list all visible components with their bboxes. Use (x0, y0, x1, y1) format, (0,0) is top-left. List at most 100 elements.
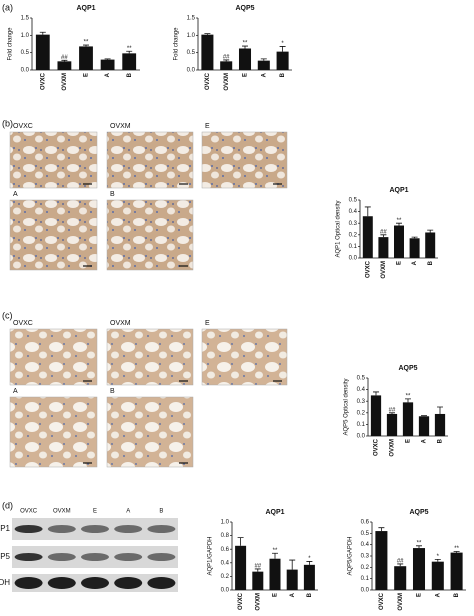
y-tick-label: 0.5 (21, 50, 30, 56)
blot-band (114, 553, 143, 561)
y-tick-label: 0.3 (357, 399, 366, 405)
significance-mark: ** (127, 46, 132, 52)
x-tick-label: B (280, 72, 286, 77)
y-axis-label: Fold change (8, 27, 14, 61)
significance-mark: ## (389, 407, 396, 413)
bar (375, 531, 388, 590)
y-tick-label: 0.6 (221, 547, 230, 553)
error-bar (126, 50, 133, 54)
bar (409, 238, 420, 258)
blot-band (47, 577, 76, 589)
error-bar (61, 59, 68, 62)
x-tick-label: OVXC (374, 438, 380, 456)
bar (235, 545, 247, 590)
error-bar (83, 44, 89, 47)
x-tick-label: E (406, 439, 412, 443)
bar (362, 216, 373, 258)
image-label: E (205, 320, 210, 327)
error-bar (389, 412, 395, 414)
blot-band (47, 553, 76, 561)
blot-row-label: GAPDH (0, 578, 10, 587)
bar (370, 395, 382, 436)
y-tick-label: 0.4 (221, 560, 230, 566)
significance-mark: ** (273, 548, 278, 554)
y-tick-label: 1.5 (21, 16, 30, 22)
error-bar (279, 46, 286, 52)
blot-lane-label: B (159, 509, 163, 515)
error-bar (405, 398, 411, 403)
error-bar (204, 33, 211, 35)
error-bar (364, 206, 371, 217)
y-tick-label: 0.2 (349, 232, 358, 238)
x-tick-label: OVXC (365, 260, 371, 278)
bar (238, 48, 252, 70)
image-label: A (13, 388, 18, 395)
blot-row-label: AQP1 (0, 524, 11, 533)
blot-band (14, 525, 43, 533)
blot-lane-label: OVXC (20, 509, 38, 515)
bar (378, 237, 389, 258)
bar (252, 571, 264, 590)
x-tick-label: B (307, 592, 313, 597)
blot-lane-label: E (93, 509, 97, 515)
x-tick-label: OVXC (40, 72, 46, 90)
blot-band (14, 577, 43, 589)
bar (412, 548, 426, 590)
bar (394, 225, 404, 258)
y-tick-label: 0.0 (21, 68, 30, 74)
error-bar (453, 551, 460, 553)
significance-mark: ## (380, 229, 387, 235)
y-tick-label: 0.0 (187, 68, 196, 74)
x-tick-label: A (412, 260, 418, 265)
x-tick-label: A (261, 72, 267, 77)
chart-title: AQP1 (389, 187, 408, 194)
x-tick-label: E (243, 73, 249, 77)
x-tick-label: OVXM (62, 73, 68, 91)
micrograph (106, 199, 194, 271)
y-tick-label: 0.3 (361, 554, 370, 560)
image-label: B (110, 388, 115, 395)
bar (100, 59, 115, 70)
error-bar (397, 563, 404, 567)
x-tick-label: E (84, 73, 90, 77)
panel-label: (c) (2, 310, 13, 320)
micrograph (201, 131, 288, 189)
error-bar (237, 537, 244, 546)
bar (201, 34, 214, 70)
micrograph (9, 328, 98, 386)
y-axis-label: AQP5 Optical density (344, 378, 350, 435)
blot-band (147, 553, 176, 561)
error-bar (380, 234, 387, 238)
error-bar (434, 559, 441, 562)
y-tick-label: 1.5 (187, 16, 196, 22)
image-label: OVXM (110, 123, 131, 130)
blot-row-label: AQP5 (0, 552, 11, 561)
micrograph (9, 199, 98, 271)
image-label: OVXC (13, 320, 33, 327)
error-bar (437, 406, 443, 414)
error-bar (396, 222, 402, 226)
significance-mark: ** (454, 546, 459, 552)
error-bar (421, 415, 427, 417)
blot-band (81, 525, 109, 533)
x-tick-label: A (290, 592, 296, 597)
image-label: B (110, 191, 115, 198)
error-bar (378, 527, 385, 532)
chart-title: AQP5 (409, 509, 428, 516)
x-tick-label: OVXM (224, 73, 230, 91)
y-tick-label: 0.5 (187, 50, 196, 56)
bar (35, 34, 50, 70)
y-tick-label: 1.0 (21, 33, 30, 39)
x-tick-label: B (127, 72, 133, 77)
chart-title: AQP5 (398, 365, 417, 372)
x-tick-label: OVXC (379, 592, 385, 610)
y-axis-label: Fold change (174, 27, 180, 61)
bar (286, 569, 298, 590)
micrograph (106, 328, 194, 386)
y-tick-label: 0.2 (357, 410, 366, 416)
x-tick-label: OVXM (390, 439, 396, 457)
y-tick-label: 0.8 (221, 533, 230, 539)
blot-band (114, 525, 143, 533)
y-tick-label: 0.5 (361, 531, 370, 537)
